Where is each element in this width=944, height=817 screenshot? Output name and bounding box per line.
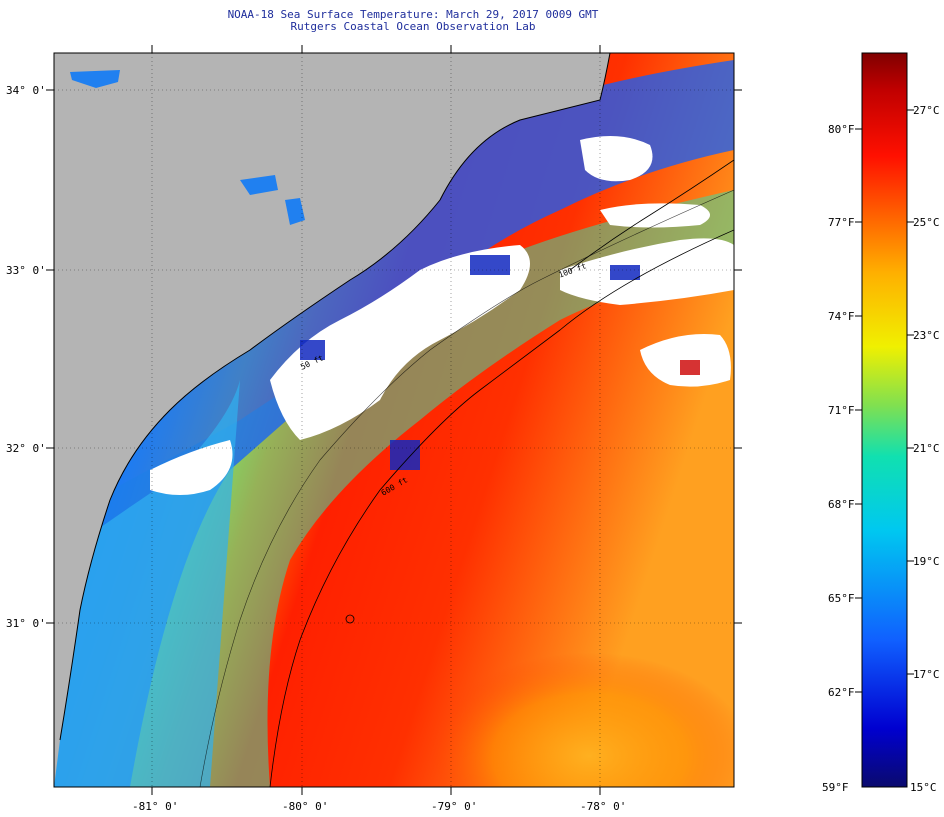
isobath-100ft: [199, 189, 734, 787]
colorbar-ticks: [855, 109, 914, 693]
lake-patch: [285, 198, 305, 225]
lat-label-33: 33° 0': [6, 264, 46, 277]
cb-c-25: 25°C: [913, 216, 940, 229]
lon-label-78: -78° 0': [580, 800, 627, 813]
cb-f-62: 62°F: [828, 686, 855, 699]
lat-label-32: 32° 0': [6, 442, 46, 455]
lat-label-34: 34° 0': [6, 84, 46, 97]
map-subtitle: Rutgers Coastal Ocean Observation Lab: [290, 20, 536, 33]
coastline: [59, 53, 611, 741]
colorbar: [861, 52, 908, 788]
map-title: NOAA-18 Sea Surface Temperature: March 2…: [227, 8, 599, 21]
graticule: [54, 53, 734, 787]
plot-area: [54, 53, 734, 787]
cb-f-59: 59°F: [822, 781, 849, 794]
axis-ticks: [46, 45, 742, 795]
cb-f-68: 68°F: [828, 498, 855, 511]
buoy-marker: [345, 614, 355, 624]
warm-region: [412, 580, 734, 787]
lat-label-31: 31° 0': [6, 617, 46, 630]
cb-f-74: 74°F: [828, 310, 855, 323]
lake-patch: [240, 175, 278, 195]
sound-patch: [70, 70, 120, 88]
isobath-600ft: [269, 229, 734, 787]
cb-c-27: 27°C: [913, 104, 940, 117]
lon-label-79: -79° 0': [431, 800, 478, 813]
cb-f-65: 65°F: [828, 592, 855, 605]
cb-f-77: 77°F: [828, 216, 855, 229]
cb-f-71: 71°F: [828, 404, 855, 417]
barrier-island: [569, 159, 734, 271]
cb-c-23: 23°C: [913, 329, 940, 342]
plot-frame: [53, 52, 735, 788]
cb-c-19: 19°C: [913, 555, 940, 568]
cb-c-21: 21°C: [913, 442, 940, 455]
cb-f-80: 80°F: [828, 123, 855, 136]
cb-c-17: 17°C: [913, 668, 940, 681]
land: [54, 53, 610, 787]
lon-label-80: -80° 0': [282, 800, 329, 813]
cloud-edge: [300, 255, 700, 470]
lon-label-81: -81° 0': [132, 800, 179, 813]
shelf-water: [54, 190, 734, 787]
cb-c-15: 15°C: [910, 781, 937, 794]
